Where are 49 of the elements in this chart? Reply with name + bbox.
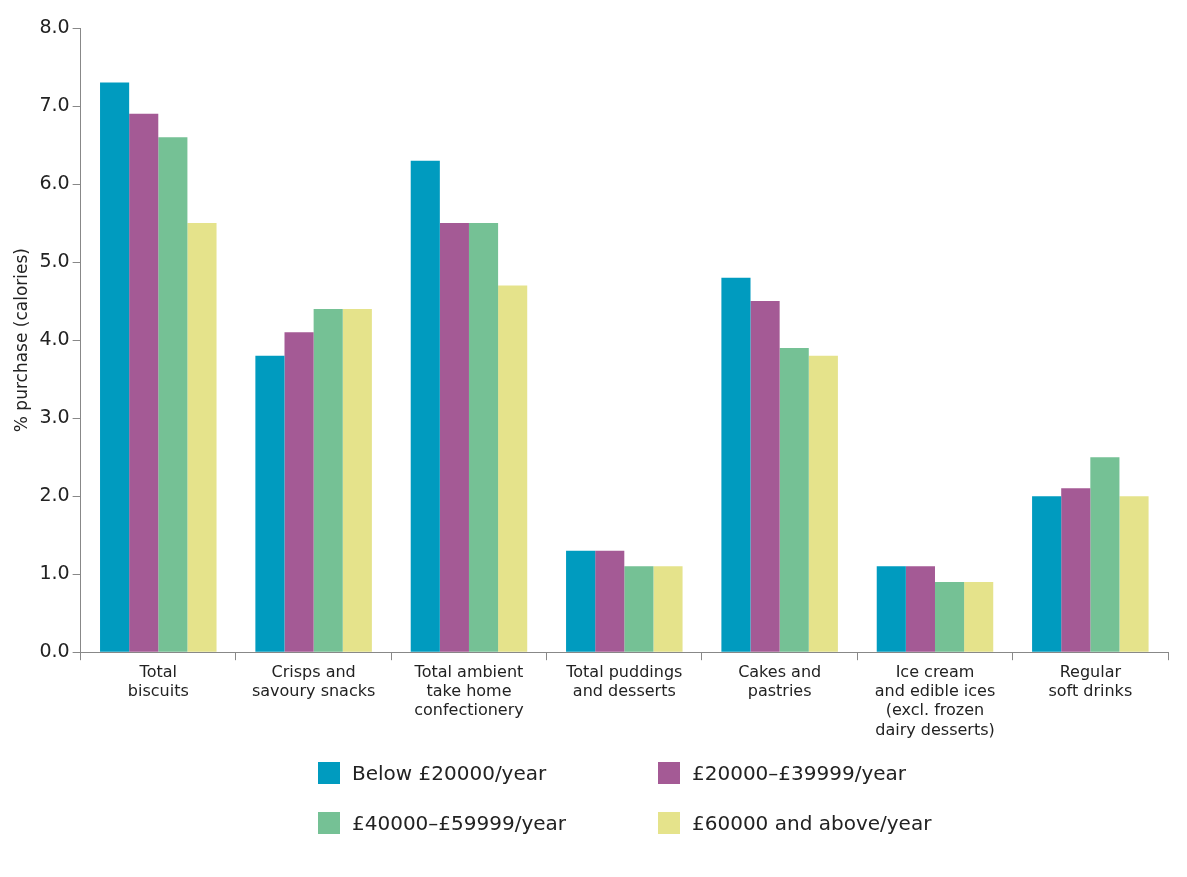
x-tick-label: Ice cream and edible ices (excl. frozen dairy desserts): [874, 661, 996, 739]
bar: [624, 566, 654, 652]
bar: [1090, 457, 1120, 652]
bar: [566, 550, 596, 652]
x-tick-label: Regular soft drinks: [1048, 661, 1133, 701]
bar: [905, 566, 935, 652]
bar: [934, 581, 965, 652]
bar: [808, 355, 838, 652]
bar: [100, 82, 130, 652]
bar: [779, 347, 809, 652]
bar: [964, 581, 994, 652]
y-tick-label: 2.0: [39, 483, 70, 506]
bar: [129, 113, 159, 652]
bar: [876, 566, 906, 652]
bar: [653, 566, 683, 652]
y-tick-label: 7.0: [39, 92, 70, 115]
bar: [595, 550, 625, 652]
bar: [498, 285, 528, 652]
x-tick-label: Cakes and pastries: [738, 661, 822, 701]
y-tick-label: 5.0: [39, 249, 70, 272]
bar: [750, 301, 780, 652]
legend-label: £60000 and above/year: [692, 811, 932, 835]
bar: [1032, 496, 1062, 652]
legend-label: Below £20000/year: [352, 761, 547, 785]
bar: [313, 308, 343, 652]
y-tick-label: 3.0: [39, 405, 70, 428]
bar: [1061, 488, 1091, 652]
x-tick-label: Crisps and savoury snacks: [251, 661, 376, 701]
bar: [439, 223, 469, 652]
bar: [187, 223, 217, 652]
bar: [255, 355, 285, 652]
x-tick-label: Total biscuits: [127, 661, 189, 701]
bar: [468, 223, 499, 652]
bar: [1119, 496, 1149, 652]
x-tick-label: Total ambient take home confectionery: [413, 661, 524, 720]
y-tick-label: 4.0: [39, 327, 70, 350]
bar: [342, 308, 372, 652]
y-tick-label: 1.0: [39, 561, 70, 584]
bar: [721, 277, 751, 652]
x-tick-label: Total puddings and desserts: [565, 661, 683, 701]
y-tick-label: 6.0: [39, 170, 70, 193]
y-tick-label: 0.0: [39, 639, 70, 662]
legend-label: £20000–£39999/year: [692, 761, 907, 785]
legend-label: £40000–£59999/year: [352, 811, 567, 835]
y-axis-title: % purchase (calories): [10, 248, 31, 433]
bar: [410, 160, 440, 652]
bar: [158, 137, 188, 652]
bar: [284, 332, 314, 652]
y-tick-label: 8.0: [39, 14, 70, 37]
